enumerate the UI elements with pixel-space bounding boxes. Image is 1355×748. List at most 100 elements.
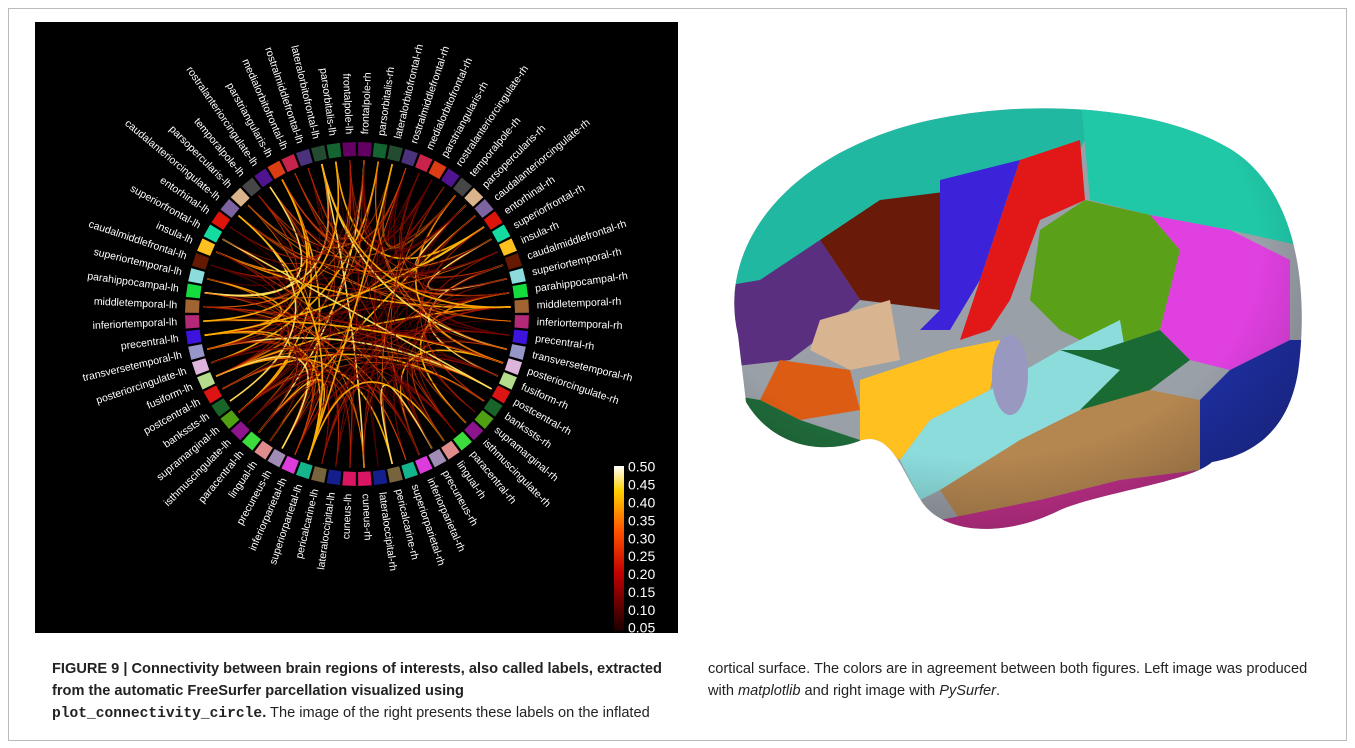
- connection: [204, 226, 485, 337]
- connection: [405, 204, 467, 442]
- connection: [206, 341, 314, 456]
- caption-bold-end: .: [262, 705, 267, 721]
- node: [504, 252, 523, 270]
- colorbar-tick-label: 0.10: [628, 602, 655, 618]
- connection: [307, 160, 365, 240]
- node: [311, 466, 327, 483]
- node: [185, 283, 202, 299]
- node: [483, 211, 503, 230]
- colorbar-tick-label: 0.30: [628, 530, 655, 546]
- colorbar-tick-label: 0.35: [628, 512, 655, 528]
- caption-label: FIGURE 9 |: [52, 661, 128, 677]
- connection: [320, 163, 511, 308]
- connection: [382, 163, 456, 249]
- connection: [203, 306, 504, 364]
- connection: [320, 163, 365, 468]
- node: [185, 315, 200, 329]
- colorbar-tick-label: 0.25: [628, 548, 655, 564]
- node: [197, 372, 216, 390]
- node: [267, 448, 286, 468]
- node: [342, 471, 356, 486]
- node: [474, 410, 494, 429]
- node: [415, 154, 433, 173]
- node: [211, 398, 231, 417]
- node: [428, 160, 447, 180]
- node: [185, 299, 200, 313]
- node-label: frontalpole-rh: [359, 72, 374, 135]
- node: [498, 372, 517, 390]
- node: [372, 469, 388, 486]
- connection: [215, 347, 289, 390]
- node: [441, 440, 460, 460]
- colorbar-tick-label: 0.45: [628, 477, 655, 493]
- node: [326, 142, 342, 159]
- node-label: frontalpole-lh: [340, 73, 355, 134]
- connection: [222, 330, 510, 390]
- connection: [229, 226, 445, 442]
- node: [504, 358, 523, 376]
- node: [474, 199, 494, 218]
- colorbar-tick-label: 0.05: [628, 620, 655, 636]
- caption-text: and right image with: [804, 683, 936, 699]
- connection: [258, 195, 499, 274]
- connection: [210, 346, 476, 413]
- node: [358, 471, 372, 486]
- node: [342, 142, 356, 157]
- node-label: inferiortemporal-lh: [92, 316, 177, 332]
- connection: [307, 163, 394, 461]
- node: [220, 410, 240, 429]
- brain-surface: [734, 108, 1302, 529]
- connection: [409, 186, 492, 268]
- node: [415, 455, 433, 474]
- node: [211, 211, 231, 230]
- caption-text: The image of the right presents these la…: [270, 661, 1308, 721]
- connection: [411, 341, 508, 442]
- connection: [371, 167, 407, 467]
- colorbar-tick-label: 0.15: [628, 584, 655, 600]
- connection: [238, 215, 324, 461]
- connection: [215, 251, 420, 456]
- connection: [431, 264, 510, 300]
- connection: [247, 375, 318, 456]
- node: [483, 398, 503, 417]
- connection: [204, 292, 407, 461]
- connection: [321, 204, 467, 465]
- node: [230, 187, 250, 207]
- node: [514, 299, 529, 313]
- connection: [425, 226, 508, 290]
- connection: [431, 328, 510, 364]
- connection: [281, 167, 407, 245]
- figure-frame: [8, 8, 1347, 741]
- connection: [222, 238, 340, 467]
- node-label: middletemporal-lh: [94, 296, 178, 312]
- connection: [258, 376, 315, 449]
- connection: [238, 172, 420, 413]
- connection: [215, 204, 467, 377]
- node: [254, 440, 273, 460]
- node-label: inferiortemporal-rh: [537, 316, 623, 332]
- connection: [380, 384, 433, 465]
- node-label: cuneus-lh: [340, 493, 354, 539]
- connection: [206, 278, 365, 468]
- node: [509, 268, 526, 284]
- node: [295, 461, 313, 480]
- node: [188, 344, 205, 360]
- caption: FIGURE 9 | Connectivity between brain re…: [52, 658, 1332, 746]
- connection: [349, 160, 365, 468]
- node: [491, 385, 511, 404]
- connection: [269, 167, 327, 247]
- connection: [335, 167, 407, 467]
- node: [242, 431, 261, 451]
- colorbar-tick-label: 0.50: [628, 459, 655, 475]
- node: [464, 421, 484, 441]
- node: [498, 238, 517, 256]
- connection: [390, 172, 433, 246]
- node-label: middletemporal-rh: [537, 296, 622, 312]
- connection: [204, 186, 303, 297]
- node: [203, 224, 223, 243]
- connection: [203, 161, 340, 322]
- node: [185, 329, 202, 345]
- caption-end: .: [996, 683, 1001, 699]
- connection: [222, 204, 467, 271]
